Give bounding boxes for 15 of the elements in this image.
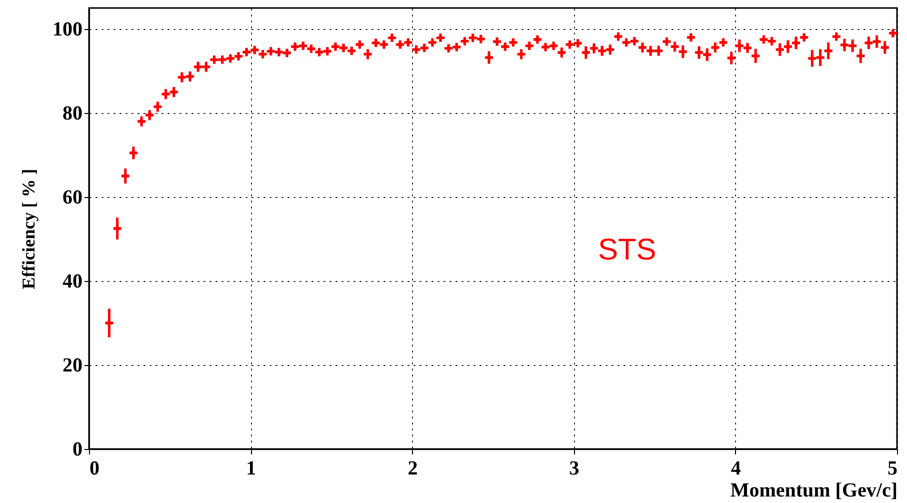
y-tick-label: 20 (62, 354, 82, 376)
x-tick-label: 5 (888, 458, 898, 480)
x-tick-label: 0 (90, 458, 100, 480)
y-tick-label: 100 (52, 18, 82, 40)
y-tick-label: 60 (62, 186, 82, 208)
y-tick-label: 0 (72, 438, 82, 460)
x-axis-title: Momentum [Gev/c] (730, 480, 898, 502)
y-tick-label: 40 (62, 270, 82, 292)
x-tick-label: 2 (408, 458, 418, 480)
x-tick-label: 1 (246, 458, 256, 480)
x-tick-label: 4 (730, 458, 741, 480)
y-axis-title: Efficiency [ % ] (18, 168, 38, 290)
y-tick-label: 80 (62, 102, 82, 124)
x-tick-label: 3 (569, 458, 580, 480)
annotation: STS (598, 234, 656, 267)
